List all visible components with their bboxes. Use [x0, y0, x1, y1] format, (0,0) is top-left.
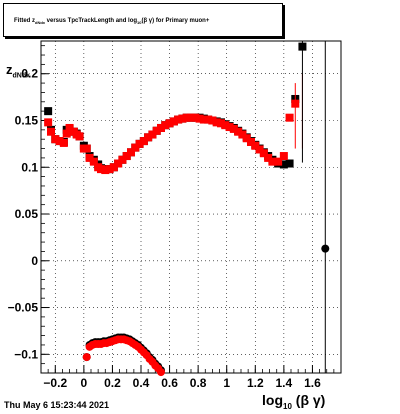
x-tick-label: 1.4: [276, 376, 293, 390]
upper-band-point: [55, 137, 64, 146]
upper-band-point: [221, 121, 230, 130]
upper-band-point: [114, 159, 123, 168]
upper-band-point: [75, 132, 84, 141]
x-tick-label: 0: [81, 376, 88, 390]
y-tick-label: −0.1: [14, 347, 38, 361]
upper-band-point: [122, 152, 131, 161]
upper-band-point: [247, 138, 255, 147]
chart-title-suffix: (β γ) for Primary muon+: [141, 18, 210, 24]
upper-band-point: [174, 115, 183, 124]
upper-band-point: [225, 123, 234, 132]
upper-band-point: [109, 163, 118, 172]
plot-frame: [40, 40, 342, 374]
lower-band-point: [82, 353, 91, 362]
chart-title-prefix: Fitted z: [14, 18, 35, 24]
x-tick-label: 0.4: [133, 376, 150, 390]
upper-band-point: [65, 123, 74, 132]
upper-band-point: [62, 129, 71, 138]
upper-band-point: [242, 134, 251, 143]
upper-band-point: [274, 157, 283, 166]
upper-band-point: [229, 124, 238, 133]
x-tick-label: −0.2: [43, 376, 67, 390]
upper-band-point: [199, 115, 208, 124]
y-tick-label: 0.15: [15, 113, 39, 127]
upper-band-point: [152, 126, 161, 135]
upper-band-point: [59, 138, 68, 147]
upper-band-point: [279, 160, 288, 169]
timestamp: Thu May 6 15:23:44 2021: [4, 400, 110, 410]
x-tick-label: 0.8: [190, 376, 207, 390]
upper-band-point: [195, 114, 204, 123]
upper-band-point: [182, 113, 191, 122]
lower-band-point: [157, 368, 165, 377]
x-axis-label-tail: (β γ): [295, 392, 326, 408]
upper-band-point: [105, 165, 114, 174]
upper-band-point: [135, 139, 144, 148]
upper-band-point: [187, 113, 195, 122]
upper-band-point: [169, 117, 178, 126]
upper-band-point: [251, 141, 260, 150]
y-tick-label: 0: [31, 254, 38, 268]
y-axis-label-main: z: [6, 62, 13, 77]
upper-band-point: [259, 149, 268, 158]
upper-band-point: [191, 113, 200, 122]
upper-band-point: [212, 118, 221, 127]
upper-band-point: [139, 137, 148, 146]
y-tick-label: 0.1: [21, 160, 38, 174]
upper-band-point: [285, 113, 294, 122]
y-axis-label-sub: dNdx: [12, 72, 31, 80]
chart-title-sub2: 10: [137, 20, 142, 26]
x-tick-label: 1: [223, 376, 230, 390]
upper-band-point: [118, 155, 127, 164]
upper-band-point: [101, 166, 110, 175]
upper-band-point: [127, 148, 135, 157]
upper-band-point: [85, 153, 94, 162]
chart-title-middle: versus TpcTrackLength and log: [45, 18, 138, 24]
upper-band-point: [255, 145, 264, 154]
chart-title-sub1: dNdx: [35, 20, 45, 26]
y-tick-label: −0.05: [8, 301, 39, 315]
upper-band-point: [97, 165, 105, 174]
x-tick-label: 1.6: [304, 376, 321, 390]
outlier-point: [321, 244, 330, 253]
upper-band-point: [204, 115, 213, 124]
upper-band-point: [89, 157, 98, 166]
x-tick-label: 0.2: [104, 376, 121, 390]
upper-band-point: [165, 119, 174, 128]
upper-band-point: [238, 130, 247, 139]
x-axis-label-sub: 10: [283, 401, 292, 411]
upper-band-point: [217, 119, 225, 128]
upper-band-point: [264, 153, 273, 162]
x-tick-label: 1.2: [247, 376, 264, 390]
upper-band-point: [44, 118, 53, 127]
y-axis-label: zdNdx: [6, 62, 30, 80]
upper-band-point: [285, 159, 294, 168]
chart-title: Fitted zdNdx versus TpcTrackLength and l…: [3, 3, 283, 37]
upper-band-point: [82, 144, 91, 153]
upper-band-point: [44, 107, 53, 116]
upper-band-point: [144, 133, 153, 142]
upper-band-point: [157, 123, 165, 132]
upper-band-point: [279, 152, 288, 161]
upper-band-point: [234, 127, 243, 136]
upper-band-point: [268, 157, 277, 166]
y-tick-label: 0.2: [21, 67, 38, 81]
x-tick-label: 0.6: [161, 376, 178, 390]
upper-band-point: [208, 116, 217, 125]
upper-band-point: [178, 114, 187, 123]
x-axis-label-main: log: [262, 392, 283, 408]
upper-band-point: [161, 121, 170, 130]
y-tick-label: 0.05: [15, 207, 39, 221]
upper-band-point: [51, 135, 60, 144]
upper-band-point: [47, 127, 55, 136]
upper-band-point: [131, 143, 140, 152]
x-axis-label: log10 (β γ): [262, 392, 325, 411]
upper-band-point: [148, 130, 157, 139]
